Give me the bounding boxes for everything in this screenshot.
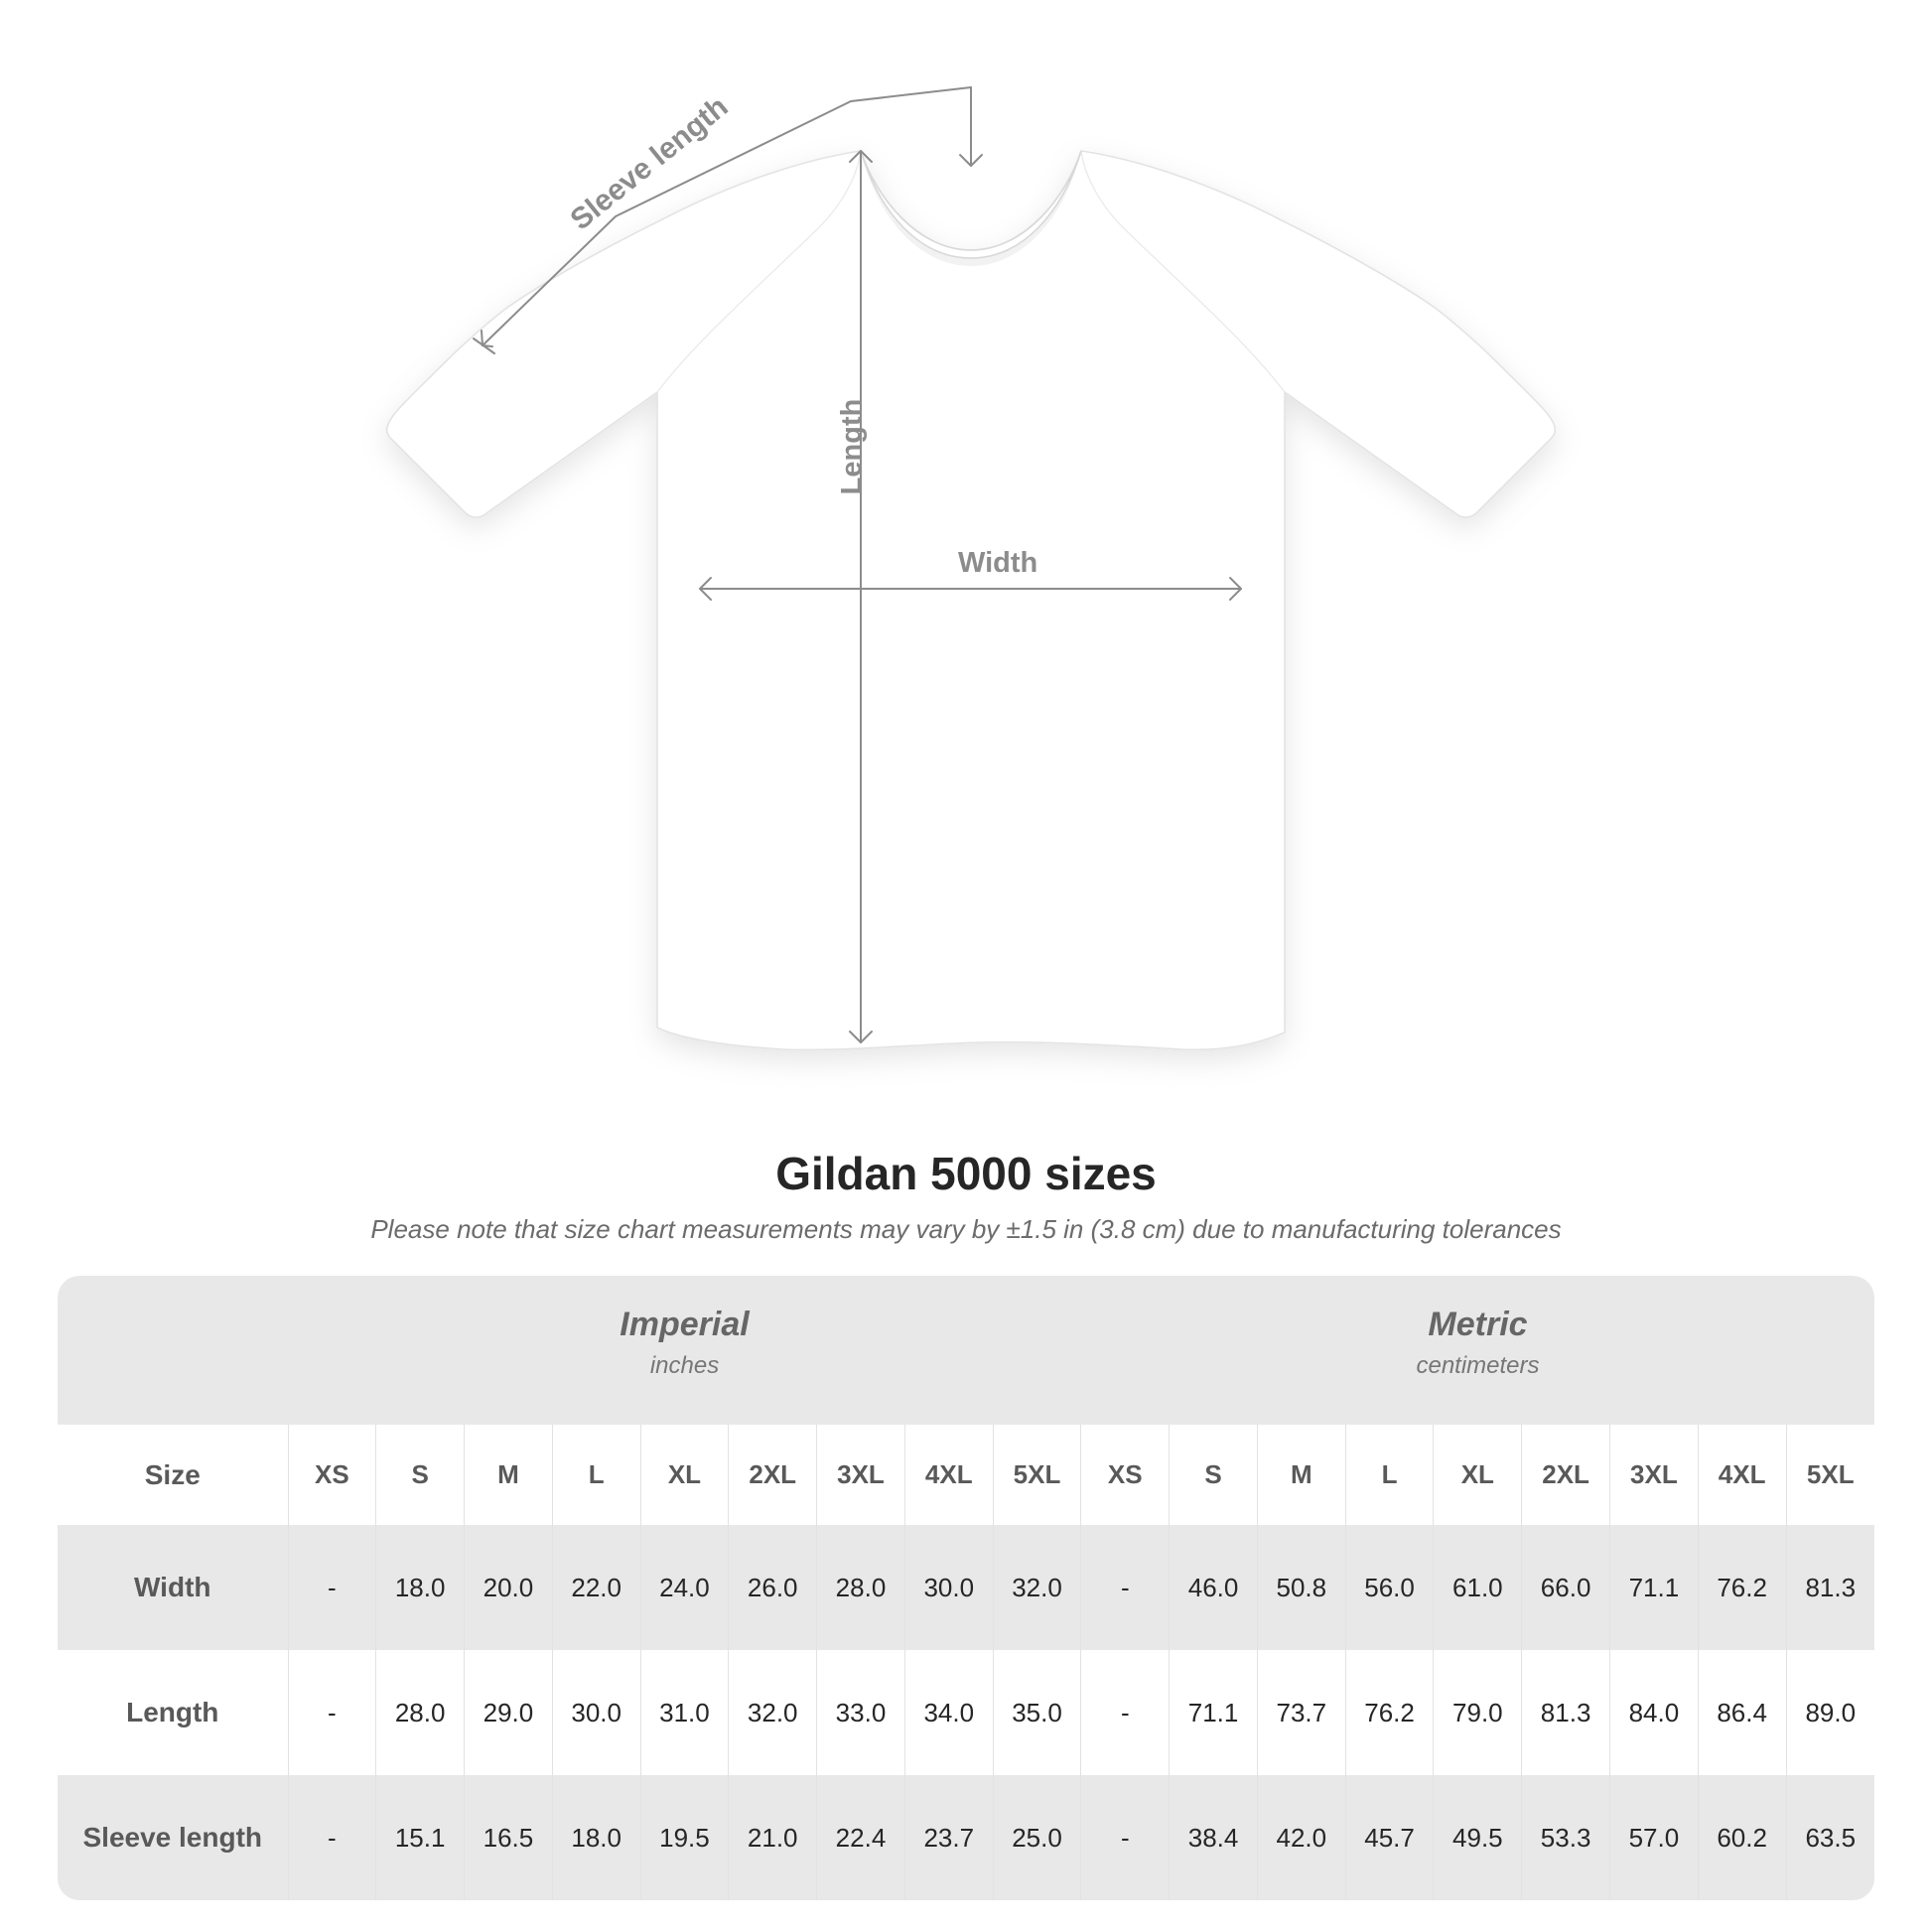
svg-text:Width: Width — [958, 547, 1037, 579]
svg-text:Length: Length — [836, 399, 868, 495]
